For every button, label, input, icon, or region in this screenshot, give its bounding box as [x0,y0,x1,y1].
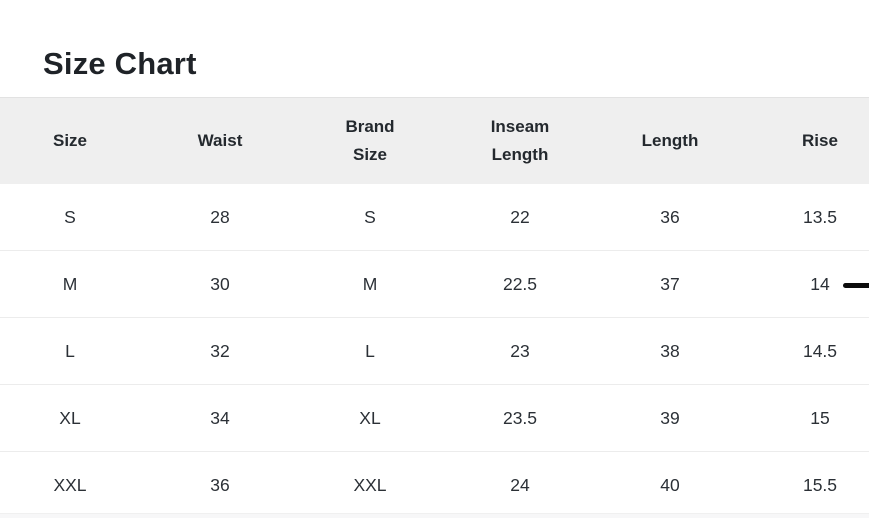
cell: L [0,317,145,385]
cell: 39 [595,384,745,452]
cell: S [64,206,76,227]
cell: 23 [445,317,595,385]
cell: 28 [210,206,230,227]
cell: 32 [145,317,295,385]
cell: XL [0,384,145,452]
column-header-inseam-length: Inseam Length [445,97,595,184]
cell: 13.5 [802,206,838,227]
cell: XL [295,384,445,452]
column-header-brand-size: Brand Size [295,97,445,184]
cell: M [295,250,445,318]
cell: 14.5 [745,317,869,385]
table-row-xl: XL 34 XL 23.5 39 15 [0,384,869,452]
cell: 30 [145,250,295,318]
column-header-size: Size [0,97,145,184]
next-section-strip [0,513,869,518]
cell: L [295,317,445,385]
table-row-l: L 32 L 23 38 14.5 [0,317,869,385]
cell: 37 [595,250,745,318]
cell: S [364,206,376,227]
column-header-length: Length [595,97,745,184]
table-header: Size Waist Brand Size Inseam Length Length Ri… [0,97,869,184]
cell: 15.5 [745,451,869,518]
cell: 40 [595,451,745,518]
cell: 22 [510,206,530,227]
column-header-rise: Rise [745,97,869,184]
size-chart-section: Size Waist Brand Size Inseam Length Length Ri… [0,97,869,518]
table-body: S 28 S 22 36 13.5 M 30 M 22.5 37 14 L 32 L 23 38 14.5 XL 34… [0,184,869,518]
page-title: Size Chart [43,45,197,81]
cell: 22.5 [445,250,595,318]
cell: 14 [745,250,869,318]
header-row: Size Waist Brand Size Inseam Length Length Ri… [0,97,869,184]
cell: 34 [145,384,295,452]
table-row-m: M 30 M 22.5 37 14 [0,250,869,318]
cell: XXL [295,451,445,518]
cell: 38 [595,317,745,385]
column-header-waist: Waist [145,97,295,184]
cell: 36 [145,451,295,518]
size-chart-table: Size Waist Brand Size Inseam Length Length Ri… [0,97,869,518]
cell: 24 [445,451,595,518]
cell: 15 [745,384,869,452]
cell: 23.5 [445,384,595,452]
table-row-xxl: XXL 36 XXL 24 40 15.5 [0,451,869,518]
scrollbar-thumb-icon[interactable] [843,283,869,288]
cell: XXL [0,451,145,518]
table-row-s: S 28 S 22 36 13.5 [0,184,869,251]
cell: 36 [660,206,680,227]
cell: M [0,250,145,318]
